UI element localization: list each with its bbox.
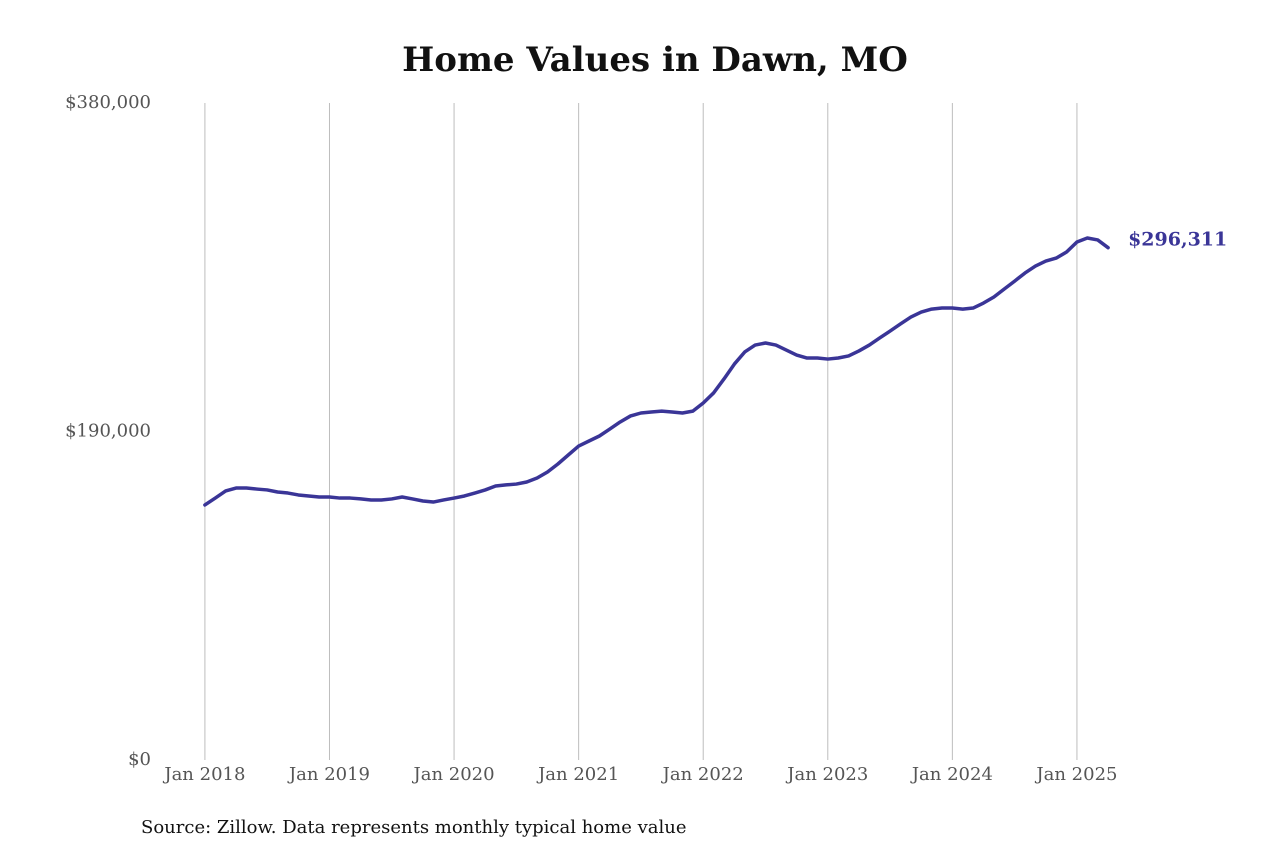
chart-title: Home Values in Dawn, MO: [402, 40, 908, 80]
x-tick-label: Jan 2025: [1034, 764, 1117, 785]
x-tick-label: Jan 2020: [412, 764, 495, 785]
source-note: Source: Zillow. Data represents monthly …: [141, 817, 687, 838]
x-tick-label: Jan 2023: [785, 764, 868, 785]
x-tick-label: Jan 2022: [661, 764, 744, 785]
line-series: [203, 236, 1110, 507]
x-tick-label: Jan 2024: [910, 764, 993, 785]
y-tick-label: $0: [128, 749, 151, 770]
x-tick-label: Jan 2021: [536, 764, 619, 785]
y-tick-label: $380,000: [65, 92, 151, 113]
y-tick-label: $190,000: [65, 421, 151, 442]
x-tick-label: Jan 2018: [162, 764, 245, 785]
value-label: $296,311: [1128, 229, 1227, 251]
x-tick-label: Jan 2019: [287, 764, 370, 785]
